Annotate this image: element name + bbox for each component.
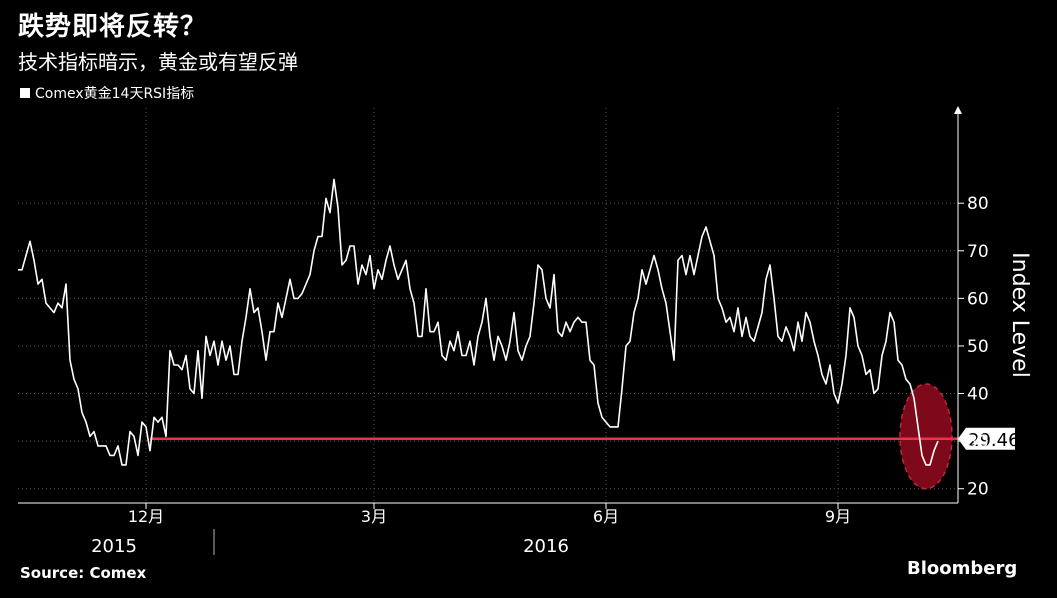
y-axis-title: Index Level	[1007, 252, 1032, 378]
xtick-label-9月: 9月	[825, 507, 851, 526]
legend-label: Comex黄金14天RSI指标	[35, 86, 195, 102]
axes: 20 30 40 50 60 70 80 12月 3月 6月 9月 2015 2016 Index Lev…	[18, 106, 1032, 557]
grid	[18, 108, 958, 503]
xtick-label-3月: 3月	[361, 507, 387, 526]
xtick-label-12月: 12月	[128, 507, 164, 526]
ytick-label-30: 30	[967, 432, 989, 452]
series-line-0	[18, 178, 939, 466]
highlight-layer	[899, 383, 953, 490]
ytick-label-70: 70	[967, 242, 989, 262]
threshold-label-box	[958, 427, 1015, 450]
ytick-label-40: 40	[967, 385, 989, 405]
threshold-layer: 29.46	[150, 427, 1020, 451]
series-layer	[18, 178, 939, 466]
year-label-2016: 2016	[523, 536, 569, 557]
legend: Comex黄金14天RSI指标	[20, 83, 194, 103]
source-note: Source: Comex	[20, 564, 147, 582]
ytick-label-50: 50	[967, 337, 989, 357]
legend-swatch	[20, 88, 30, 98]
ytick-label-60: 60	[967, 289, 989, 309]
highlight-ellipse	[899, 383, 953, 490]
year-label-2015: 2015	[91, 536, 137, 557]
y-axis-arrow	[954, 106, 962, 114]
page-title: 跌势即将反转？	[18, 12, 208, 42]
threshold-label: 29.46	[968, 430, 1020, 451]
brand-logo: Bloomberg	[907, 558, 1018, 579]
ytick-label-20: 20	[967, 480, 989, 500]
ytick-label-80: 80	[967, 194, 989, 214]
page-subtitle: 技术指标暗示，黄金或有望反弹	[18, 50, 298, 74]
xtick-label-6月: 6月	[593, 507, 619, 526]
